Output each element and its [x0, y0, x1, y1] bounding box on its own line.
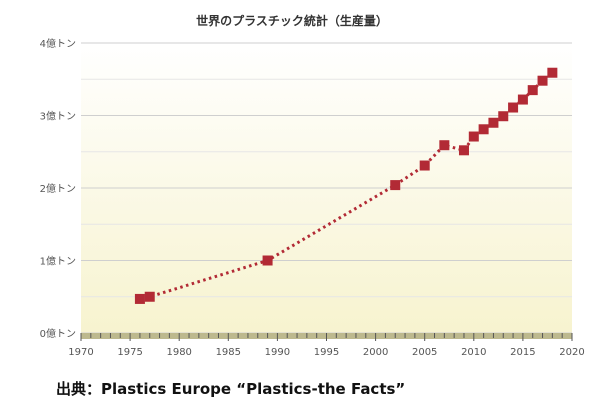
series-production: [134, 67, 558, 304]
y-tick-label: 4億トン: [40, 37, 76, 50]
data-point: [498, 111, 509, 122]
plastic-production-chart: 世界のプラスチック統計（生産量） 0億トン 1億トン 2億トン 3億トン 4億トン 19…: [40, 13, 585, 358]
data-point: [508, 102, 519, 113]
data-point: [527, 85, 538, 96]
x-tick-label: 2015: [510, 347, 535, 358]
data-point: [458, 145, 469, 156]
y-axis-ticks: 0億トン 1億トン 2億トン 3億トン 4億トン: [40, 37, 76, 340]
data-point: [478, 124, 489, 135]
x-tick-label: 1975: [117, 347, 142, 358]
x-tick-label: 2005: [412, 347, 437, 358]
y-tick-label: 3億トン: [40, 110, 76, 123]
data-point: [262, 255, 273, 266]
x-tick-label: 1985: [216, 347, 241, 358]
x-tick-label: 2000: [363, 347, 388, 358]
x-tick-label: 1970: [68, 347, 93, 358]
y-tick-label: 2億トン: [40, 182, 76, 195]
data-point: [439, 140, 450, 151]
chart-title: 世界のプラスチック統計（生産量）: [196, 13, 388, 28]
source-note: 出典：Plastics Europe “Plastics-the Facts”: [56, 380, 406, 398]
data-point: [134, 293, 145, 304]
data-point: [547, 67, 558, 78]
x-tick-label: 1995: [314, 347, 339, 358]
y-tick-label: 0億トン: [40, 327, 76, 340]
data-point: [517, 94, 528, 105]
x-tick-label: 1980: [166, 347, 191, 358]
data-point: [468, 131, 479, 142]
data-point: [390, 180, 401, 191]
y-tick-label: 1億トン: [40, 255, 76, 268]
data-point: [488, 117, 499, 128]
data-point: [537, 75, 548, 86]
x-tick-label: 2020: [559, 347, 584, 358]
x-tick-label: 1990: [265, 347, 290, 358]
data-point: [419, 160, 430, 171]
x-tick-label: 2010: [461, 347, 486, 358]
data-point: [144, 291, 155, 302]
x-axis: 1970 1975 1980 1985 1990 1995 2000 2005 2010 2015…: [68, 333, 585, 358]
